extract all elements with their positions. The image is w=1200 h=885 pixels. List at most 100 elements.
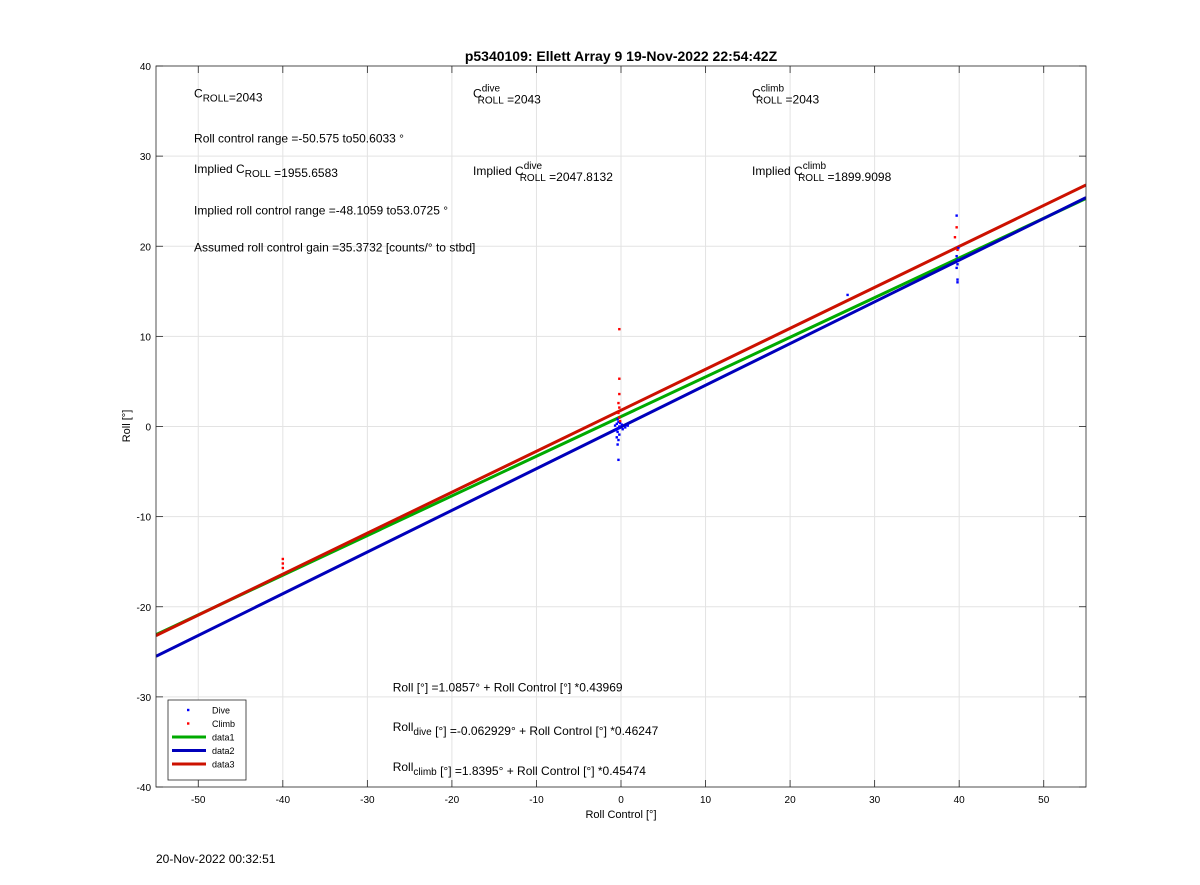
annotation-c_roll_climb: Cclimb ROLL =2043 xyxy=(752,84,820,107)
legend-marker-climb xyxy=(187,722,190,725)
annotation-text: Assumed roll control gain =35.3732 [coun… xyxy=(194,241,475,255)
point-dive xyxy=(616,418,619,421)
annotation-implied_c_roll_climb: Implied Cclimb ROLL =1899.9098 xyxy=(752,161,892,184)
point-climb xyxy=(955,226,958,229)
point-dive xyxy=(620,423,624,426)
annotation-implied_range: Implied roll control range =-48.1059 to5… xyxy=(194,204,448,218)
point-climb xyxy=(618,406,621,409)
annotation-text: Implied C xyxy=(752,164,803,178)
point-dive xyxy=(624,426,627,429)
annotation-sub: ROLL xyxy=(520,173,547,184)
annotation-implied_c_roll: Implied CROLL =1955.6583 xyxy=(194,162,338,180)
y-tick-label: 10 xyxy=(140,332,152,343)
point-climb xyxy=(618,392,621,396)
annotation-gain: Assumed roll control gain =35.3732 [coun… xyxy=(194,241,475,255)
x-tick-label: -40 xyxy=(276,795,291,806)
point-dive xyxy=(846,293,849,297)
x-tick-label: -10 xyxy=(529,795,544,806)
x-tick-label: 40 xyxy=(954,795,966,806)
point-climb xyxy=(617,411,620,415)
legend-label: Dive xyxy=(212,706,230,716)
point-climb xyxy=(618,327,621,331)
x-tick-label: -20 xyxy=(445,795,460,806)
annotation-text: =2047.8132 xyxy=(546,170,613,184)
annotation-sub: dive xyxy=(413,727,432,738)
point-climb xyxy=(618,416,621,419)
legend-label: data1 xyxy=(212,733,235,743)
annotation-text: C xyxy=(473,87,482,101)
annotation-sub: ROLL xyxy=(245,169,272,180)
x-tick-label: 0 xyxy=(618,795,624,806)
legend-label: data3 xyxy=(212,760,235,770)
point-dive xyxy=(618,425,621,428)
point-climb xyxy=(618,419,622,423)
annotation-text: =1899.9098 xyxy=(824,170,891,184)
point-dive xyxy=(613,424,617,427)
point-dive xyxy=(617,420,620,424)
annotation-fit_climb: Rollclimb [°] =1.8395° + Roll Control [°… xyxy=(393,760,647,778)
y-axis-label: Roll [°] xyxy=(121,410,133,443)
y-tick-label: 30 xyxy=(140,152,152,163)
y-tick-label: 0 xyxy=(145,423,151,434)
point-dive xyxy=(618,421,622,425)
point-dive xyxy=(957,246,960,250)
annotation-roll_range: Roll control range =-50.575 to50.6033 ° xyxy=(194,132,404,146)
point-dive xyxy=(617,427,620,430)
y-tick-label: -20 xyxy=(137,603,152,614)
y-tick-label: -10 xyxy=(137,513,152,524)
legend: Dive Climb data1 data2 data3 xyxy=(167,699,247,781)
point-dive xyxy=(956,258,959,261)
annotations: CROLL=2043 Cdive ROLL =2043 Cclimb ROLL =204… xyxy=(194,84,892,778)
annotation-text: [°] =-0.062929° + Roll Control [°] *0.46… xyxy=(432,724,659,738)
point-climb xyxy=(956,248,959,252)
point-climb xyxy=(617,401,620,405)
x-tick-label: 30 xyxy=(869,795,881,806)
point-climb xyxy=(281,557,285,561)
annotation-sup: climb xyxy=(803,161,827,172)
annotation-sup: dive xyxy=(524,161,543,172)
annotation-text: =2043 xyxy=(229,91,263,105)
x-axis-label: Roll Control [°] xyxy=(585,809,656,821)
point-climb xyxy=(618,377,621,380)
annotation-c_roll_dive: Cdive ROLL =2043 xyxy=(473,84,541,107)
point-dive xyxy=(955,254,958,258)
point-dive xyxy=(617,438,620,442)
print-timestamp: 20-Nov-2022 00:32:51 xyxy=(156,852,276,866)
annotation-text: Roll xyxy=(393,720,414,734)
legend-label: data2 xyxy=(212,746,235,756)
point-dive xyxy=(616,443,619,446)
annotation-sub: ROLL xyxy=(203,94,230,105)
annotation-sub: ROLL xyxy=(798,173,825,184)
point-dive xyxy=(616,430,619,434)
annotation-sup: climb xyxy=(761,84,785,95)
annotation-sub: ROLL xyxy=(478,96,505,107)
annotation-text: Roll xyxy=(393,760,414,774)
legend-box xyxy=(167,699,247,781)
point-dive xyxy=(614,428,618,432)
annotation-text: =2043 xyxy=(504,93,541,107)
annotation-sub: ROLL xyxy=(756,96,783,107)
y-tick-label: -30 xyxy=(137,693,152,704)
x-tick-label: -30 xyxy=(360,795,375,806)
annotation-sup: dive xyxy=(482,84,501,95)
series-layer xyxy=(156,183,1086,658)
x-tick-label: -50 xyxy=(191,795,206,806)
point-dive xyxy=(618,433,621,436)
point-dive xyxy=(956,278,959,281)
y-tick-label: -40 xyxy=(137,783,152,794)
x-tick-label: 50 xyxy=(1038,795,1050,806)
chart-title: p5340109: Ellett Array 9 19-Nov-2022 22:… xyxy=(465,48,778,64)
y-tick-label: 40 xyxy=(140,62,152,73)
legend-marker-dive xyxy=(187,708,190,712)
annotation-text: C xyxy=(752,87,761,101)
annotation-c_roll: CROLL=2043 xyxy=(194,87,263,105)
x-tick-label: 20 xyxy=(785,795,797,806)
annotation-text: C xyxy=(194,87,203,101)
annotation-text: =1955.6583 xyxy=(271,166,338,180)
point-dive xyxy=(615,422,618,425)
annotation-fit_dive: Rolldive [°] =-0.062929° + Roll Control … xyxy=(393,720,659,738)
annotation-text: Implied C xyxy=(194,162,245,176)
annotation-text: Implied C xyxy=(473,164,524,178)
y-tick-label: 20 xyxy=(140,242,152,253)
annotation-text: Roll control range =-50.575 to50.6033 ° xyxy=(194,132,404,146)
